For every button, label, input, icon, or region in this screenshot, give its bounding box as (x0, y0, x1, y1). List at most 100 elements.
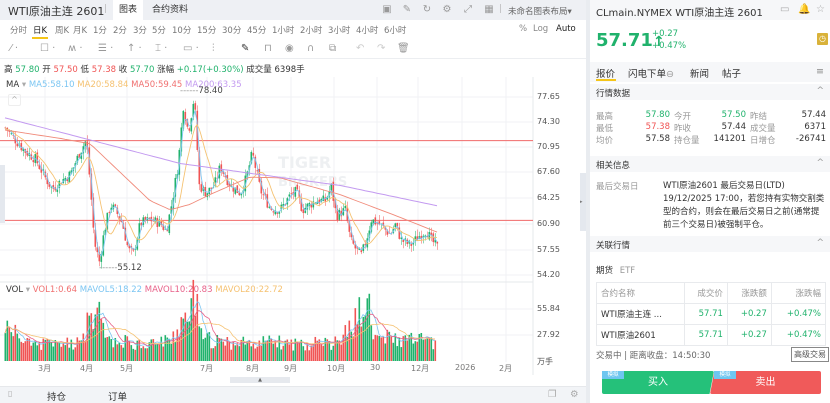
tab-contract-info[interactable]: 合约资料 (152, 5, 189, 15)
volume-bar (42, 338, 45, 361)
arrow-tool-icon[interactable]: ↑ · (127, 43, 142, 54)
expand-icon[interactable]: ⤢ (464, 4, 472, 15)
scrollbar-handle[interactable]: ▲ (230, 377, 290, 383)
candle-body (48, 182, 51, 187)
volume-bar (346, 337, 349, 361)
bell-icon[interactable]: 🔔 (798, 4, 811, 15)
minus-circle-icon: ⊖ (666, 69, 674, 80)
timeframe-5[interactable]: 2分 (113, 26, 127, 36)
volume-bar (16, 333, 19, 361)
candle-body (84, 141, 87, 147)
candle-body (120, 219, 123, 222)
timeframe-13[interactable]: 2小时 (300, 26, 323, 36)
auto-toggle[interactable]: Auto (556, 24, 576, 34)
timeframe-2[interactable]: 周K (55, 26, 70, 36)
tab-orders[interactable]: 订单 (108, 392, 128, 403)
eye-icon[interactable]: ◉ (285, 43, 294, 54)
candle-body (144, 217, 147, 221)
window-icon[interactable]: ❐ (548, 389, 557, 400)
volume-bar (142, 346, 145, 361)
grid-icon[interactable]: ▦ (484, 4, 494, 15)
gear-icon[interactable]: ⚙ (570, 389, 579, 400)
gear-icon[interactable]: ⚙ (442, 4, 452, 15)
sell-button[interactable]: 卖出 (710, 371, 821, 394)
timeframe-7[interactable]: 5分 (152, 26, 166, 36)
percent-toggle[interactable]: % (519, 24, 528, 34)
tab-etf[interactable]: ETF (619, 266, 636, 276)
table-header[interactable]: 涨跌幅 (770, 282, 827, 304)
magnet-icon[interactable]: ∩ (307, 43, 315, 54)
line-tool-icon[interactable]: ⁄ · (10, 43, 19, 54)
volume-bar (290, 339, 293, 361)
timeframe-8[interactable]: 10分 (172, 26, 192, 36)
pen-tool-icon[interactable]: ✎ (241, 43, 250, 54)
table-header[interactable]: 涨跌额 (726, 282, 772, 304)
clock-icon[interactable]: ◷ (817, 33, 828, 45)
bookmark-icon[interactable]: ▭ (780, 4, 790, 15)
timeframe-10[interactable]: 30分 (222, 26, 242, 36)
text-tool-icon[interactable]: ▭ · (183, 43, 199, 54)
timeframe-14[interactable]: 3小时 (328, 26, 351, 36)
dropdown-icon[interactable]: ▾ (21, 80, 29, 90)
volume-bar (8, 326, 11, 361)
tab-chart[interactable]: 图表 (113, 0, 144, 20)
candlestick-chart[interactable]: TIGER BROKERS (0, 0, 587, 386)
tab-positions[interactable]: 持仓 (47, 392, 67, 403)
pencil-icon[interactable]: ✎ (402, 4, 412, 15)
tab-quote[interactable]: 报价 (596, 69, 616, 80)
clone-icon[interactable]: ⧉ (329, 43, 337, 54)
table-row[interactable]: WTI原油2601 57.71 +0.27 +0.47% (596, 324, 827, 346)
volume-bar (304, 350, 307, 361)
tab-flash-order[interactable]: 闪电下单⊖ (628, 69, 674, 80)
undo-icon[interactable]: ↶ (356, 43, 365, 54)
candle-body (40, 167, 43, 173)
chart-icon[interactable]: ▣ (382, 4, 392, 15)
table-header[interactable]: 合约名称 (596, 282, 685, 304)
trash-icon[interactable]: 🗑 (397, 43, 410, 54)
table-row[interactable]: WTI原油主连 ... 57.71 +0.27 +0.47% (596, 303, 827, 325)
timeframe-12[interactable]: 1小时 (272, 26, 295, 36)
panel-toggle-icon[interactable]: ▯ (8, 389, 13, 398)
candle-body (224, 175, 227, 178)
tab-futures[interactable]: 期货 (596, 266, 614, 276)
timeframe-1[interactable]: 日K (33, 26, 48, 36)
rect-tool-icon[interactable]: ☐ · (40, 43, 56, 54)
quote-label: 最高 (596, 112, 614, 122)
candle-body (46, 177, 49, 185)
dropdown-icon[interactable]: ▾ (25, 285, 33, 295)
collapse-legend-button[interactable]: ^ (8, 94, 21, 106)
volume-bar (206, 332, 209, 361)
layout-dropdown[interactable]: 未命名图表布局▾ (508, 7, 572, 17)
timeframe-9[interactable]: 15分 (197, 26, 217, 36)
vol-label[interactable]: VOL (6, 285, 24, 295)
timeframe-0[interactable]: 分时 (10, 26, 28, 36)
fib-tool-icon[interactable]: ☰ · (98, 43, 114, 54)
redo-icon[interactable]: ↷ (377, 43, 386, 54)
timeframe-6[interactable]: 3分 (133, 26, 147, 36)
measure-tool-icon[interactable]: ⌶ · (155, 43, 168, 54)
log-toggle[interactable]: Log (533, 24, 549, 34)
left-panel-handle[interactable] (0, 165, 5, 223)
volume-bar (60, 346, 63, 361)
section-related-quotes[interactable]: 关联行情 ^ (590, 236, 830, 252)
table-header[interactable]: 成交价 (683, 282, 728, 304)
pattern-tool-icon[interactable]: ʍ · (68, 43, 83, 54)
section-quote-data[interactable]: 行情数据 ^ (590, 84, 830, 100)
tab-news[interactable]: 新闻 (690, 69, 710, 80)
timeframe-11[interactable]: 45分 (247, 26, 267, 36)
tab-posts[interactable]: 帖子 (722, 69, 742, 80)
star-icon[interactable]: ☆ (816, 4, 825, 15)
timeframe-4[interactable]: 1分 (93, 26, 107, 36)
buy-button[interactable]: 买入 (602, 371, 714, 394)
ma-label[interactable]: MA (6, 80, 20, 90)
lock-icon[interactable]: ⊓ (264, 43, 272, 54)
section-related-info[interactable]: 相关信息 ^ (590, 156, 830, 172)
right-panel-handle[interactable]: ▸ (580, 173, 586, 231)
refresh-icon[interactable]: ↻ (422, 4, 432, 15)
timeframe-3[interactable]: 月K (73, 26, 88, 36)
indicator-tool-icon[interactable]: ⫶ (212, 43, 215, 54)
timeframe-15[interactable]: 4小时 (356, 26, 379, 36)
menu-icon[interactable]: ≡ (816, 66, 824, 77)
advanced-trade-button[interactable]: 高级交易 (791, 347, 829, 362)
timeframe-16[interactable]: 6小时 (384, 26, 407, 36)
